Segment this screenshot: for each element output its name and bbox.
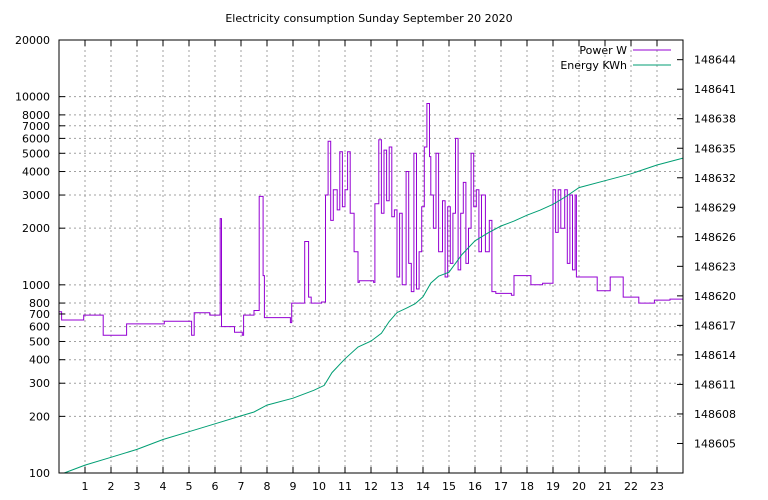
y-tick-label: 4000 [22, 166, 50, 179]
axis-ticks: 1 2 3 4 5 6 7 8 9 10 11 12 13 14 15 16 17 18 19 20 21 22 23100… [15, 34, 736, 493]
x-tick-label: 4 [160, 480, 167, 493]
energy-series-line [64, 157, 684, 474]
y2-tick-label: 148614 [694, 349, 736, 362]
x-tick-label: 6 [212, 480, 219, 493]
y-tick-label: 300 [29, 377, 50, 390]
x-tick-label: 13 [390, 480, 404, 493]
y-tick-label: 6000 [22, 132, 50, 145]
y-tick-label: 1000 [22, 279, 50, 292]
x-tick-label: 8 [264, 480, 271, 493]
series-layer [59, 103, 684, 474]
legend-label-power: Power W [579, 44, 627, 57]
y2-tick-label: 148623 [694, 260, 736, 273]
y-tick-label: 500 [29, 335, 50, 348]
x-tick-label: 10 [312, 480, 326, 493]
y-tick-label: 8000 [22, 109, 50, 122]
x-tick-label: 23 [650, 480, 664, 493]
y2-tick-label: 148635 [694, 142, 736, 155]
y2-tick-label: 148611 [694, 378, 736, 391]
x-tick-label: 15 [442, 480, 456, 493]
grid [59, 40, 683, 473]
y-tick-label: 7000 [22, 120, 50, 133]
y-tick-label: 200 [29, 410, 50, 423]
x-tick-label: 5 [186, 480, 193, 493]
y-tick-label: 600 [29, 321, 50, 334]
y-tick-label: 20000 [15, 34, 50, 47]
x-tick-label: 20 [572, 480, 586, 493]
x-tick-label: 9 [290, 480, 297, 493]
y2-tick-label: 148638 [694, 113, 736, 126]
x-tick-label: 14 [416, 480, 430, 493]
y2-tick-label: 148608 [694, 408, 736, 421]
x-tick-label: 11 [338, 480, 352, 493]
y-tick-label: 2000 [22, 222, 50, 235]
y-tick-label: 700 [29, 308, 50, 321]
y2-tick-label: 148626 [694, 231, 736, 244]
x-tick-label: 1 [82, 480, 89, 493]
y2-tick-label: 148605 [694, 437, 736, 450]
y-tick-label: 10000 [15, 91, 50, 104]
y2-tick-label: 148620 [694, 290, 736, 303]
y2-tick-label: 148641 [694, 83, 736, 96]
y-tick-label: 5000 [22, 147, 50, 160]
y2-tick-label: 148632 [694, 172, 736, 185]
y-tick-label: 3000 [22, 189, 50, 202]
y2-tick-label: 148644 [694, 54, 736, 67]
x-tick-label: 3 [134, 480, 141, 493]
x-tick-label: 12 [364, 480, 378, 493]
x-tick-label: 2 [108, 480, 115, 493]
power-series-line [59, 103, 684, 336]
x-tick-label: 19 [546, 480, 560, 493]
x-tick-label: 22 [624, 480, 638, 493]
y-tick-label: 800 [29, 297, 50, 310]
legend: Power W Energy KWh [560, 44, 671, 72]
x-tick-label: 18 [520, 480, 534, 493]
x-tick-label: 16 [468, 480, 482, 493]
x-tick-label: 17 [494, 480, 508, 493]
x-tick-label: 21 [598, 480, 612, 493]
y2-tick-label: 148617 [694, 319, 736, 332]
y-tick-label: 100 [29, 467, 50, 480]
chart-title: Electricity consumption Sunday September… [225, 12, 512, 25]
y-tick-label: 400 [29, 354, 50, 367]
y2-tick-label: 148629 [694, 201, 736, 214]
x-tick-label: 7 [238, 480, 245, 493]
legend-label-energy: Energy KWh [560, 59, 627, 72]
